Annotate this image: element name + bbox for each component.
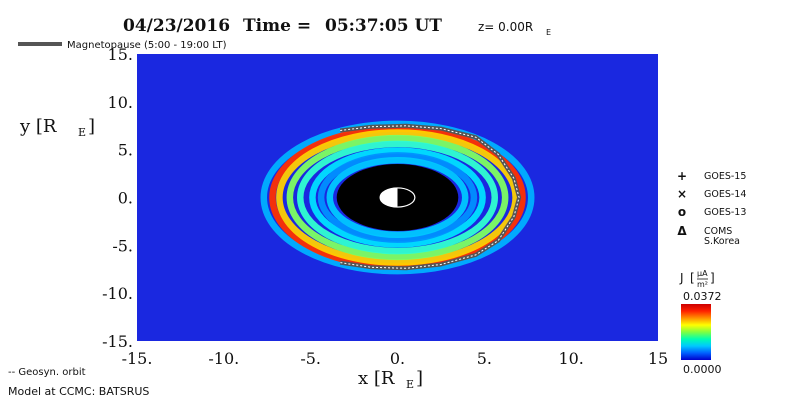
magnetopause-line-highlight	[340, 125, 520, 269]
x-tick-label: -15.	[122, 349, 153, 368]
earth-icon	[379, 187, 416, 208]
satellite-label: S.Korea	[704, 236, 740, 247]
current-ring	[276, 129, 519, 266]
satellite-label: GOES-15	[704, 171, 746, 182]
x-ticks: -15. -10. -5. 0. 5. 10. 15	[122, 349, 669, 368]
y-tick-label: -10.	[102, 284, 133, 303]
y-tick-label: -5.	[112, 236, 133, 255]
current-rings	[260, 120, 535, 275]
satellite-symbol-icon: o	[678, 205, 686, 219]
y-tick-label: 15.	[108, 45, 133, 64]
x-tick-label: 15	[648, 349, 668, 368]
x-tick-label: 0.	[390, 349, 405, 368]
y-ticks: 15. 10. 5. 0. -5. -10. -15.	[102, 45, 133, 351]
satellite-symbol-icon: +	[677, 169, 687, 183]
colorbar-bracket-close: ]	[710, 271, 715, 285]
colorbar-bracket-open: [	[690, 271, 695, 285]
x-tick-label: -5.	[300, 349, 321, 368]
colorbar	[681, 304, 711, 360]
current-ring	[296, 140, 499, 255]
satellite-label: GOES-14	[704, 189, 746, 200]
current-ring	[317, 152, 478, 243]
header-time: 05:37:05 UT	[325, 16, 442, 36]
y-tick-label: 0.	[118, 189, 133, 208]
x-tick-label: -10.	[208, 349, 239, 368]
current-ring	[309, 147, 486, 248]
magnetopause-legend-label: Magnetopause (5:00 - 19:00 LT)	[67, 40, 227, 51]
colorbar-unit-denominator: m²	[697, 280, 708, 289]
colorbar-min: 0.0000	[683, 363, 722, 376]
header-z-subscript: E	[546, 28, 551, 37]
satellite-symbol-icon: ×	[677, 187, 687, 201]
y-tick-label: -15.	[102, 332, 133, 351]
x-axis-label-close: ]	[416, 368, 423, 389]
satellite-label: COMS	[704, 226, 732, 237]
satellite-symbol-icon: Δ	[677, 224, 687, 238]
current-ring	[286, 134, 509, 261]
header-time-label: Time =	[243, 16, 311, 36]
y-axis-label-close: ]	[88, 116, 95, 137]
geosyn-orbit-legend: -- Geosyn. orbit	[8, 367, 86, 378]
y-axis-label-subscript: E	[78, 126, 86, 139]
x-tick-label: 5.	[477, 349, 492, 368]
current-ring	[260, 120, 535, 275]
y-tick-label: 5.	[118, 141, 133, 160]
colorbar-unit-numerator: µA	[697, 269, 708, 278]
x-tick-label: 10.	[558, 349, 583, 368]
current-ring	[326, 156, 469, 239]
x-axis-label: x [R	[358, 368, 395, 389]
header-date: 04/23/2016	[123, 16, 230, 36]
satellite-label: GOES-13	[704, 207, 746, 218]
y-tick-label: 10.	[108, 93, 133, 112]
header-z: z= 0.00R	[478, 20, 533, 34]
colorbar-max: 0.0372	[683, 290, 722, 303]
colorbar-label-j: J	[679, 271, 684, 285]
model-credit: Model at CCMC: BATSRUS	[8, 385, 149, 398]
y-axis-label: y [R	[19, 116, 57, 137]
x-axis-label-subscript: E	[406, 378, 414, 391]
